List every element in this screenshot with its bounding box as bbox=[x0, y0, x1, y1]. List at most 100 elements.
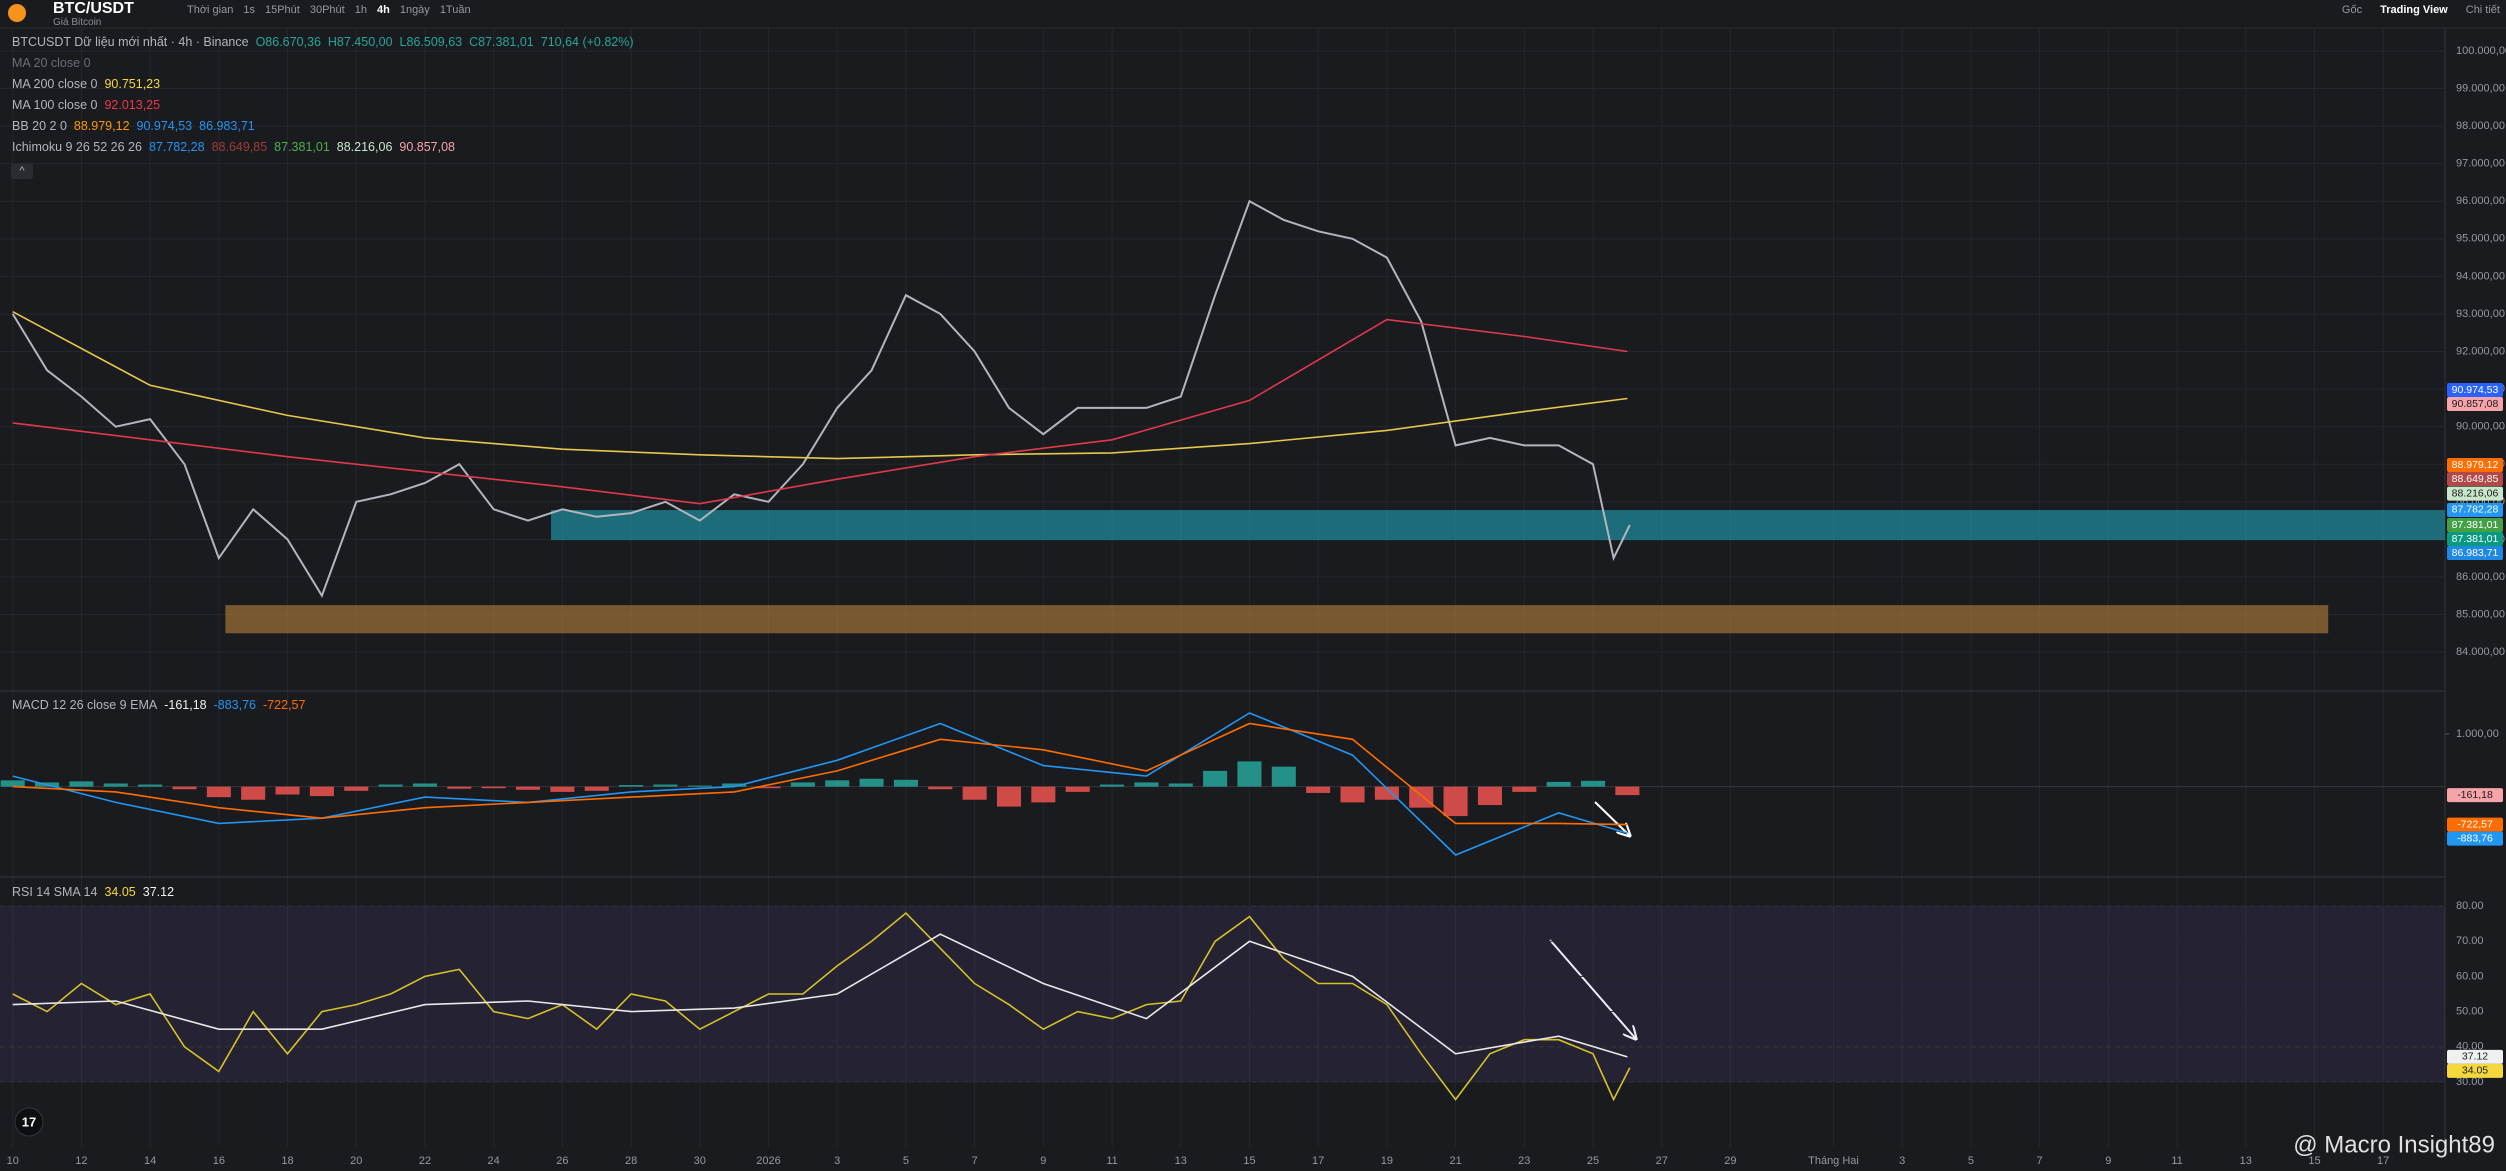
histogram-bar bbox=[103, 783, 128, 787]
series-line bbox=[12, 310, 1628, 460]
x-tick-label: 17 bbox=[2377, 1155, 2389, 1167]
histogram-bar bbox=[756, 786, 781, 789]
tv-logo[interactable] bbox=[14, 1107, 44, 1137]
legend-value: 88.979,12 bbox=[74, 119, 130, 133]
timeframe-button[interactable]: 4h bbox=[376, 4, 390, 16]
y-tick-label: 80.00 bbox=[2456, 900, 2484, 912]
toolbar-button[interactable]: Gốc bbox=[2341, 4, 2363, 16]
x-tick-label: 15 bbox=[1243, 1155, 1255, 1167]
histogram-bar bbox=[1615, 786, 1640, 796]
x-tick-label: 13 bbox=[1175, 1155, 1187, 1167]
x-tick-label: 5 bbox=[903, 1155, 909, 1167]
legend-value: L86.509,63 bbox=[400, 35, 463, 49]
legend-label: Ichimoku 9 26 52 26 26 bbox=[12, 140, 142, 154]
x-tick-label: 11 bbox=[1106, 1155, 1117, 1167]
histogram-bar bbox=[1134, 782, 1159, 787]
timeframe-button[interactable]: 30Phút bbox=[309, 4, 345, 16]
price-label-box bbox=[2447, 1063, 2503, 1078]
timeframe-button[interactable]: 1h bbox=[354, 4, 367, 16]
legend-label: BTCUSDT Dữ liệu mới nhất · 4h · Binance bbox=[12, 35, 249, 49]
x-tick-label: 3 bbox=[1899, 1155, 1905, 1167]
tv-logo-text: 17 bbox=[22, 1114, 36, 1129]
histogram-bar bbox=[996, 786, 1022, 807]
price-label: 90.974,53 bbox=[2452, 384, 2499, 396]
price-label-box bbox=[2447, 383, 2503, 398]
x-tick-label: Tháng Hai bbox=[1808, 1155, 1859, 1167]
histogram-bar bbox=[653, 784, 678, 787]
y-tick-label: 86.000,00 bbox=[2456, 571, 2505, 583]
toolbar-button[interactable]: Trading View bbox=[2380, 4, 2448, 16]
y-tick-label: 92.000,00 bbox=[2456, 345, 2505, 357]
x-tick-label: 14 bbox=[144, 1155, 156, 1167]
price-label-box bbox=[2447, 472, 2503, 487]
y-tick-label: 96.000,00 bbox=[2456, 195, 2505, 207]
legend-value: 88.216,06 bbox=[337, 140, 393, 154]
timeframe-button[interactable]: 1s bbox=[243, 4, 255, 16]
histogram-bar bbox=[138, 784, 163, 787]
legend-value: 34.05 bbox=[104, 885, 135, 899]
timeframe-button[interactable]: 15Phút bbox=[264, 4, 300, 16]
series-line bbox=[12, 722, 1628, 826]
y-tick-label: 70.00 bbox=[2456, 935, 2484, 947]
right-toolbar: Gốc Trading View Chi tiết bbox=[2342, 4, 2500, 16]
legend-line: Ichimoku 9 26 52 26 26 87.782,28 88.649,85… bbox=[12, 140, 455, 154]
legend-value: 37.12 bbox=[143, 885, 174, 899]
x-tick-label: 28 bbox=[625, 1155, 637, 1167]
price-label: 34.05 bbox=[2462, 1065, 2488, 1077]
histogram-bar bbox=[481, 786, 506, 789]
legend-value: -161,18 bbox=[164, 698, 206, 712]
histogram-bar bbox=[1546, 781, 1571, 787]
histogram-bar bbox=[1271, 766, 1296, 787]
price-label: 88.216,06 bbox=[2452, 487, 2499, 499]
histogram-bar bbox=[1100, 784, 1125, 787]
header: BTC/USDT Giá Bitcoin Thời gian 1s 15Phút 30… bbox=[0, 0, 2506, 28]
legend-value: -722,57 bbox=[263, 698, 305, 712]
legend-label: MA 20 close 0 bbox=[12, 56, 91, 70]
legend-value: 87.381,01 bbox=[274, 140, 330, 154]
histogram-bar bbox=[1065, 786, 1090, 792]
legend-line: MA 20 close 0 bbox=[12, 56, 91, 70]
coin-icon bbox=[8, 4, 26, 22]
y-tick-label: 84.000,00 bbox=[2456, 646, 2505, 658]
x-tick-label: 5 bbox=[1968, 1155, 1974, 1167]
price-label: 88.979,12 bbox=[2452, 459, 2499, 471]
watermark: @ Macro Insight89 bbox=[2293, 1131, 2495, 1158]
histogram-bar bbox=[722, 783, 747, 787]
histogram-bar bbox=[790, 782, 815, 787]
symbol[interactable]: BTC/USDT bbox=[53, 0, 134, 17]
timeframe-button[interactable]: 1Tuần bbox=[439, 4, 471, 16]
x-tick-label: 16 bbox=[213, 1155, 225, 1167]
legend-value: 90.857,08 bbox=[399, 140, 455, 154]
y-tick-label: 1.000,00 bbox=[2456, 728, 2499, 740]
legend-value: -883,76 bbox=[214, 698, 256, 712]
legend-label: MA 100 close 0 bbox=[12, 98, 98, 112]
price-label-box bbox=[2447, 502, 2503, 517]
price-label: -883,76 bbox=[2457, 832, 2493, 844]
price-label-box bbox=[2447, 486, 2503, 501]
x-tick-label: 23 bbox=[1518, 1155, 1530, 1167]
histogram-bar bbox=[241, 786, 266, 800]
x-tick-label: 2026 bbox=[756, 1155, 780, 1167]
price-label: 87.782,28 bbox=[2452, 504, 2499, 516]
y-tick-label: 93.000,00 bbox=[2456, 308, 2505, 320]
x-tick-label: 7 bbox=[2037, 1155, 2043, 1167]
price-label-box bbox=[2447, 788, 2503, 803]
histogram-bar bbox=[1477, 786, 1502, 806]
toolbar: Thời gian 1s 15Phút 30Phút 1h 4h 1ngày 1Tuần bbox=[187, 4, 471, 16]
collapse-button[interactable] bbox=[11, 163, 33, 179]
timeframe-button[interactable]: 1ngày bbox=[399, 4, 430, 16]
arrow bbox=[1549, 939, 1636, 1039]
x-tick-label: 3 bbox=[834, 1155, 840, 1167]
x-tick-label: 19 bbox=[1381, 1155, 1393, 1167]
histogram-bar bbox=[893, 779, 918, 787]
price-label-box bbox=[2447, 458, 2503, 473]
x-tick-label: 18 bbox=[281, 1155, 293, 1167]
timeframe-button[interactable]: Thời gian bbox=[187, 4, 234, 16]
price-label-box bbox=[2447, 817, 2503, 832]
legend-value: 90.751,23 bbox=[104, 77, 160, 91]
x-tick-label: 13 bbox=[2240, 1155, 2252, 1167]
price-label: -722,57 bbox=[2457, 818, 2493, 830]
series-line bbox=[11, 199, 1631, 598]
arrow bbox=[1594, 801, 1630, 836]
toolbar-button[interactable]: Chi tiết bbox=[2465, 4, 2500, 16]
